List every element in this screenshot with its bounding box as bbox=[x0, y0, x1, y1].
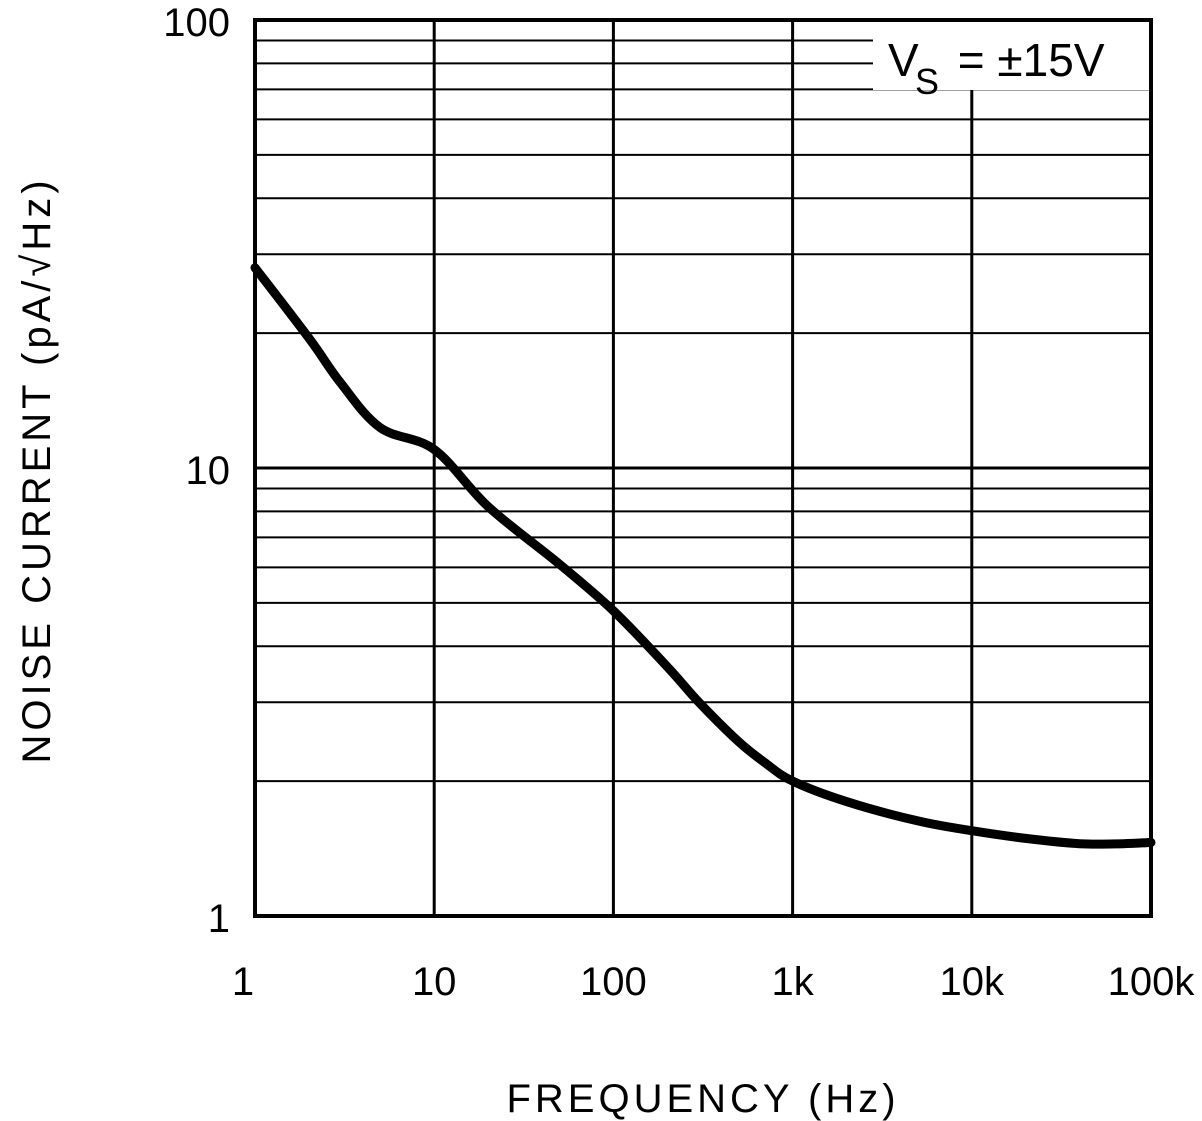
y-tick-label: 1 bbox=[208, 897, 230, 941]
noise-current-curve bbox=[250, 263, 1156, 849]
x-tick-label: 1k bbox=[771, 960, 814, 1004]
y-axis-label: NOISE CURRENT (pA/√Hz) bbox=[15, 176, 59, 763]
legend-text: = ±15V bbox=[945, 34, 1105, 86]
x-axis-tick-labels: 1 10 100 1k 10k 100k bbox=[232, 960, 1195, 1004]
plot-frame bbox=[253, 18, 1153, 918]
x-axis-label: FREQUENCY (Hz) bbox=[506, 1077, 899, 1121]
x-tick-label: 100 bbox=[580, 960, 647, 1004]
x-tick-label: 10 bbox=[412, 960, 457, 1004]
legend-box bbox=[873, 22, 1149, 90]
y-tick-label: 100 bbox=[163, 1, 230, 45]
legend-annotation: V S = ±15V bbox=[873, 22, 1149, 102]
y-tick-label: 10 bbox=[186, 449, 231, 493]
grid-lines bbox=[253, 18, 1153, 918]
legend-v: V bbox=[888, 34, 919, 86]
y-axis-tick-labels: 1 10 100 bbox=[163, 1, 230, 941]
legend-subscript: S bbox=[915, 61, 939, 102]
x-tick-label: 1 bbox=[232, 960, 254, 1004]
x-tick-label: 100k bbox=[1108, 960, 1196, 1004]
x-tick-label: 10k bbox=[940, 960, 1005, 1004]
